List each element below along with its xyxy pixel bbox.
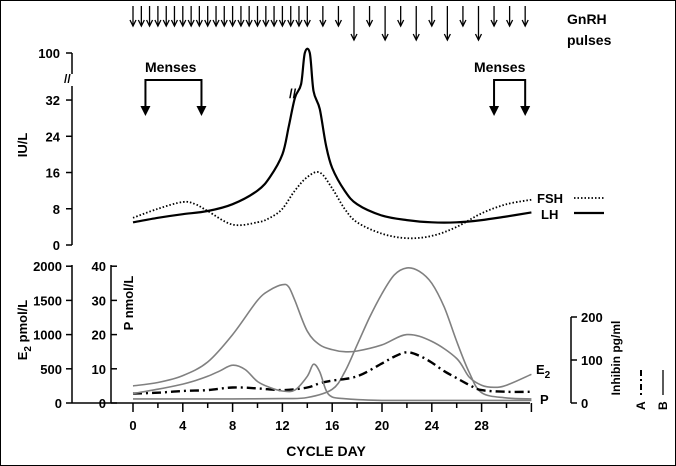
gnrh-pulse-arrowhead-2 xyxy=(145,19,154,28)
gnrh-pulse-arrowhead-5 xyxy=(170,19,179,28)
gnrh-pulse-arrowhead-31 xyxy=(459,19,467,28)
series-inhibin-a-curve xyxy=(132,351,532,395)
inhibin-y-tick-label-100: 100 xyxy=(581,353,603,368)
menses-arrowhead-start-2 xyxy=(489,106,500,116)
menses-bracket-1 xyxy=(144,79,203,112)
top-y-tick-label-16: 16 xyxy=(46,166,60,181)
fsh-curve xyxy=(132,171,532,240)
gnrh-pulse-arrowhead-32 xyxy=(474,33,483,42)
x-tick-label-20: 20 xyxy=(375,418,389,433)
gnrh-pulse-arrowhead-26 xyxy=(381,33,389,42)
gnrh-pulse-arrowhead-30 xyxy=(443,33,451,42)
legend-lh-label: LH xyxy=(541,207,558,222)
top-y-tick-label-8: 8 xyxy=(53,202,60,217)
gnrh-pulse-arrowhead-3 xyxy=(154,19,162,28)
e2-y-tick-label-1500: 1500 xyxy=(33,293,62,308)
inhibin-y-tick-label-0: 0 xyxy=(581,396,588,411)
p-series-label: P xyxy=(540,392,549,407)
gnrh-pulse-arrowhead-25 xyxy=(365,19,374,28)
gnrh-pulse-arrowhead-7 xyxy=(187,19,195,28)
gnrh-pulse-arrowhead-13 xyxy=(237,19,245,28)
x-tick-label-12: 12 xyxy=(275,418,289,433)
top-y-tick-label-32: 32 xyxy=(46,93,60,108)
inhibin-a-legend-label: A xyxy=(634,401,648,410)
x-axis-title: CYCLE DAY xyxy=(286,443,366,459)
gnrh-pulse-arrowhead-8 xyxy=(195,19,203,28)
e2-axis-label: E2 pmol/L xyxy=(15,300,34,361)
menses-label-2: Menses xyxy=(474,59,526,75)
p-y-tick-label-40: 40 xyxy=(92,259,106,274)
series-inhibin-b-curve xyxy=(132,363,532,402)
menses-arrowhead-start-1 xyxy=(140,106,151,116)
e2-y-tick-label-0: 0 xyxy=(55,396,62,411)
x-tick-label-28: 28 xyxy=(474,418,488,433)
gnrh-pulse-arrowhead-27 xyxy=(397,19,405,28)
gnrh-pulse-arrowhead-14 xyxy=(245,19,253,28)
gnrh-pulse-arrowhead-18 xyxy=(278,19,286,28)
gnrh-pulse-arrowhead-24 xyxy=(350,33,358,42)
e2-y-tick-label-2000: 2000 xyxy=(33,259,62,274)
gnrh-pulse-arrowhead-10 xyxy=(212,19,220,28)
gnrh-pulse-arrowhead-15 xyxy=(253,19,262,28)
top-y-tick-label-24: 24 xyxy=(46,129,61,144)
p-y-tick-label-20: 20 xyxy=(92,328,106,343)
menses-arrowhead-end-2 xyxy=(520,106,531,116)
top-y-axis-label: IU/L xyxy=(15,133,30,158)
curve-break-mark: // xyxy=(289,86,297,101)
p-axis-label: P nmol/L xyxy=(121,276,136,331)
e2-y-tick-label-1000: 1000 xyxy=(33,328,62,343)
top-y-tick-label-0: 0 xyxy=(53,238,60,253)
inhibin-axis-label: Inhibin pg/ml xyxy=(609,321,623,396)
x-tick-label-24: 24 xyxy=(425,418,440,433)
x-tick-label-0: 0 xyxy=(129,418,136,433)
legend-fsh-label: FSH xyxy=(537,191,563,206)
p-y-tick-label-30: 30 xyxy=(92,293,106,308)
gnrh-pulse-arrowhead-12 xyxy=(229,19,237,28)
gnrh-pulse-arrowhead-33 xyxy=(490,19,498,28)
gnrh-label-line2: pulses xyxy=(567,32,612,48)
menses-label-1: Menses xyxy=(145,59,197,75)
gnrh-pulse-arrowhead-23 xyxy=(334,19,343,28)
gnrh-pulse-arrowhead-28 xyxy=(412,33,420,42)
gnrh-pulse-arrowhead-0 xyxy=(129,19,137,28)
e2-series-label: E2 xyxy=(536,362,551,381)
gnrh-pulse-arrowhead-9 xyxy=(204,19,212,28)
x-tick-label-16: 16 xyxy=(325,418,339,433)
gnrh-pulse-arrowhead-19 xyxy=(287,19,295,28)
menses-arrowhead-end-1 xyxy=(196,106,207,116)
series-p-curve xyxy=(132,266,532,400)
x-tick-label-4: 4 xyxy=(179,418,187,433)
menses-bracket-2 xyxy=(493,79,527,112)
inhibin-y-tick-label-200: 200 xyxy=(581,310,603,325)
y-axis-break-mark: // xyxy=(64,72,71,86)
gnrh-pulse-arrowhead-21 xyxy=(303,19,311,28)
gnrh-pulse-arrowhead-34 xyxy=(506,19,514,28)
gnrh-pulse-arrowhead-20 xyxy=(295,19,303,28)
inhibin-b-legend-label: B xyxy=(656,401,670,410)
top-y-tick-label-100: 100 xyxy=(38,46,60,61)
p-y-tick-label-10: 10 xyxy=(92,362,106,377)
e2-y-tick-label-500: 500 xyxy=(40,362,62,377)
gnrh-pulse-arrowhead-11 xyxy=(220,19,228,28)
x-tick-label-8: 8 xyxy=(229,418,236,433)
gnrh-pulse-arrowhead-29 xyxy=(428,19,436,28)
gnrh-label-line1: GnRH xyxy=(567,11,607,27)
gnrh-pulse-arrowhead-22 xyxy=(319,19,327,28)
gnrh-pulse-arrowhead-16 xyxy=(262,19,270,28)
gnrh-pulse-arrowhead-4 xyxy=(162,19,170,28)
series-e2-curve xyxy=(132,283,532,389)
gnrh-pulse-arrowhead-6 xyxy=(179,19,187,28)
gnrh-pulse-arrowhead-17 xyxy=(270,19,278,28)
gnrh-pulse-arrowhead-35 xyxy=(521,19,529,28)
gnrh-pulse-arrowhead-1 xyxy=(137,19,145,28)
lh-curve xyxy=(132,47,532,224)
